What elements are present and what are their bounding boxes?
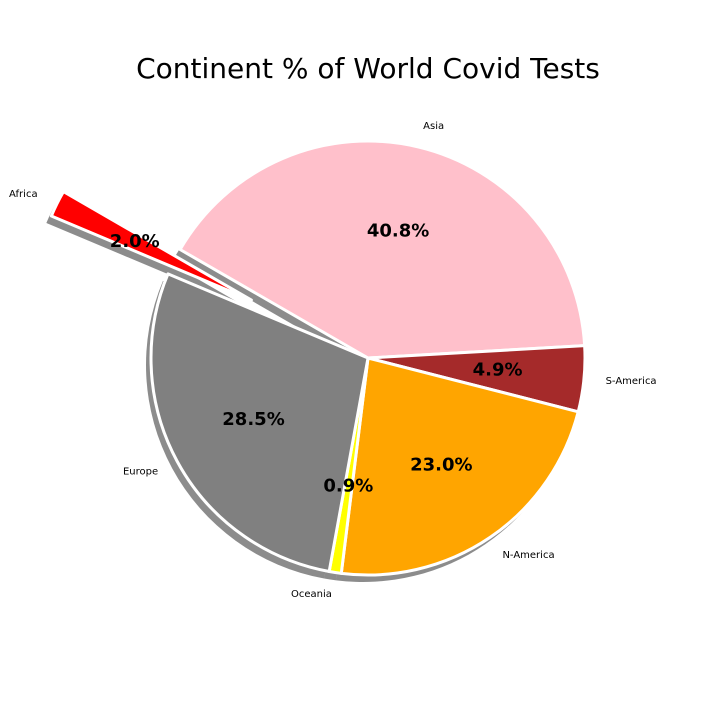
- slice-africa: [49, 190, 253, 302]
- category-label-oceania: Oceania: [291, 589, 332, 600]
- value-label-asia: 40.8%: [367, 220, 429, 241]
- pie-labels: Asia 40.8% S-America 4.9% N-America 23.0% Ocea…: [9, 121, 657, 600]
- value-label-s-america: 4.9%: [473, 360, 523, 381]
- category-label-asia: Asia: [423, 121, 444, 132]
- chart-title: Continent % of World Covid Tests: [136, 52, 600, 85]
- value-label-africa: 2.0%: [110, 231, 160, 252]
- slice-asia: [178, 139, 587, 360]
- category-label-africa: Africa: [9, 189, 38, 200]
- value-label-oceania: 0.9%: [323, 476, 373, 497]
- category-label-n-america: N-America: [502, 550, 554, 561]
- slice-europe: [149, 272, 370, 573]
- value-label-n-america: 23.0%: [410, 455, 472, 476]
- slice-n-america: [339, 356, 580, 577]
- value-label-europe: 28.5%: [222, 409, 284, 430]
- category-label-europe: Europe: [123, 467, 158, 478]
- category-label-s-america: S-America: [606, 376, 657, 387]
- pie-slices: [49, 139, 587, 577]
